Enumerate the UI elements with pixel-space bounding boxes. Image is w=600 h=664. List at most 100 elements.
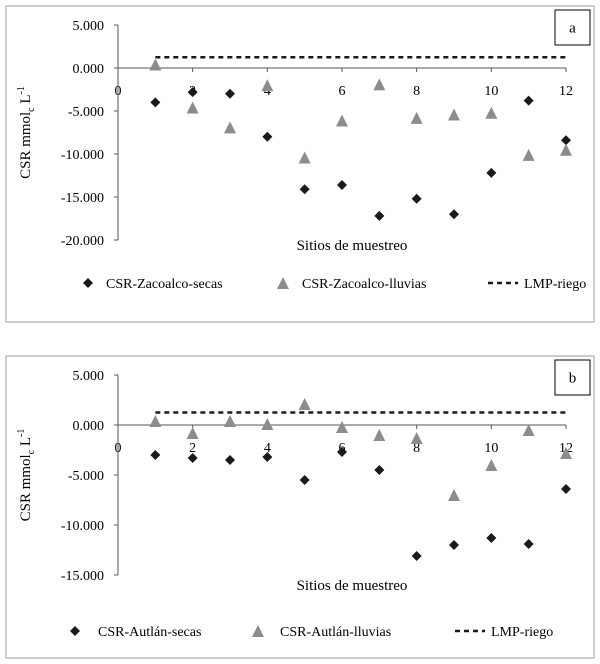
data-point (560, 143, 572, 156)
x-tick-label: 12 (559, 84, 573, 99)
data-point (187, 87, 198, 98)
data-point (261, 79, 274, 92)
panel-letter: b (569, 371, 577, 387)
data-point (522, 424, 535, 436)
x-tick-label: 10 (484, 84, 498, 99)
data-point (561, 135, 571, 146)
legend-swatch (277, 277, 289, 289)
data-point (374, 465, 385, 475)
data-point (411, 551, 422, 561)
x-tick-label: 8 (413, 84, 420, 99)
chart-frame (5, 5, 595, 323)
legend-label: CSR-Zacoalco-secas (106, 277, 223, 292)
data-point (373, 78, 386, 91)
legend-label: CSR-Autlán-secas (98, 625, 201, 640)
panel-letter-box (554, 9, 591, 46)
data-point (561, 484, 571, 494)
data-point (373, 429, 386, 441)
legend-swatch (70, 626, 80, 636)
x-tick-label: 4 (264, 84, 271, 99)
x-tick-label: 4 (264, 441, 271, 456)
data-point (449, 540, 459, 550)
legend-item: CSR-Autlán-secas (70, 625, 201, 640)
x-tick-label: 6 (339, 84, 346, 99)
data-point (262, 452, 273, 462)
legend-item: CSR-Autlán-lluvias (252, 625, 391, 640)
legend-label: CSR-Zacoalco-lluvias (302, 277, 426, 292)
y-tick-label: 5.000 (73, 369, 105, 384)
x-tick-label: 0 (115, 441, 122, 456)
data-point (522, 148, 535, 161)
x-tick-label: 8 (413, 441, 420, 456)
data-point (150, 450, 161, 460)
y-tick-label: -15.000 (61, 191, 104, 206)
legend-item: LMP-riego (488, 277, 586, 292)
data-point (336, 114, 348, 127)
x-axis-title: Sitios de muestreo (297, 578, 408, 594)
data-point (374, 210, 385, 221)
data-point (410, 432, 423, 444)
x-tick-label: 0 (115, 84, 122, 99)
legend-item: CSR-Zacoalco-lluvias (277, 277, 426, 292)
data-point (225, 455, 235, 465)
y-tick-label: -10.000 (61, 148, 104, 163)
y-axis-title: CSR mmolc L-1 (16, 429, 37, 522)
panel-letter-box (554, 359, 591, 396)
chart-panel-b: b5.0000.000-5.000-10.000-15.000024681012… (5, 355, 595, 659)
chart-panel-a: a5.0000.000-5.000-10.000-15.000-20.00002… (5, 5, 595, 323)
data-point (261, 418, 274, 430)
series-CSR-Autlán-lluvias (149, 398, 572, 501)
y-axis-title: CSR mmolc L-1 (16, 86, 37, 179)
legend-label: LMP-riego (524, 277, 586, 292)
data-point (336, 421, 348, 433)
data-point (149, 415, 162, 427)
data-point (411, 193, 422, 204)
data-point (410, 111, 423, 124)
legend-swatch (83, 278, 93, 288)
data-point (299, 184, 310, 195)
y-tick-label: -5.000 (68, 469, 104, 484)
data-point (485, 459, 498, 471)
y-tick-label: -10.000 (61, 519, 104, 534)
y-tick-label: 0.000 (73, 419, 105, 434)
data-point (523, 539, 534, 549)
data-point (186, 427, 199, 439)
data-point (298, 398, 311, 410)
data-point (224, 121, 236, 134)
legend-item: CSR-Zacoalco-secas (83, 277, 223, 292)
series-CSR-Autlán-secas (150, 447, 571, 561)
legend-item: LMP-riego (455, 625, 553, 640)
data-point (560, 447, 572, 459)
series-CSR-Zacoalco-lluvias (149, 58, 572, 164)
legend-swatch (252, 625, 264, 637)
data-point (299, 475, 310, 485)
data-point (448, 489, 460, 501)
data-point (186, 101, 199, 114)
data-point (225, 88, 235, 99)
x-tick-label: 2 (189, 441, 196, 456)
y-tick-label: -15.000 (61, 569, 104, 584)
x-axis-title: Sitios de muestreo (297, 238, 408, 254)
legend-label: CSR-Autlán-lluvias (280, 625, 391, 640)
data-point (337, 447, 347, 457)
y-tick-label: 5.000 (73, 19, 105, 34)
data-point (150, 97, 161, 108)
data-point (486, 167, 497, 178)
legend-label: LMP-riego (491, 625, 553, 640)
data-point (149, 58, 162, 71)
x-tick-label: 10 (484, 441, 498, 456)
data-point (448, 108, 460, 121)
y-tick-label: -5.000 (68, 105, 104, 120)
data-point (262, 131, 273, 142)
y-tick-label: 0.000 (73, 62, 105, 77)
data-point (485, 106, 498, 119)
data-point (224, 415, 236, 427)
series-CSR-Zacoalco-secas (150, 87, 571, 221)
data-point (187, 453, 198, 463)
data-point (486, 533, 497, 543)
data-point (449, 209, 459, 220)
y-tick-label: -20.000 (61, 234, 104, 249)
data-point (298, 151, 311, 164)
data-point (337, 179, 347, 190)
